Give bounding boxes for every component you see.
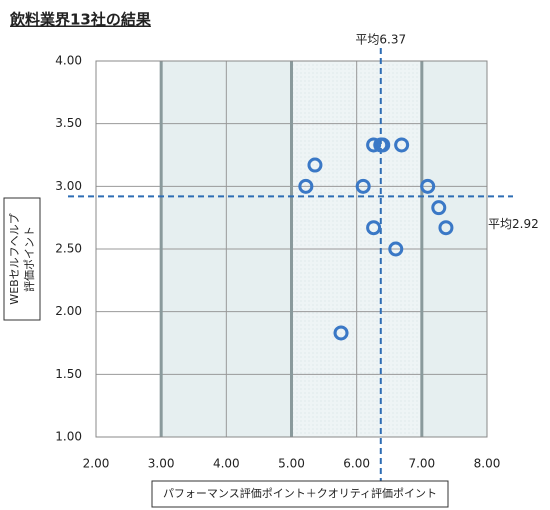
mean-label: 平均6.37 xyxy=(355,33,406,47)
y-tick-label: 3.00 xyxy=(55,179,82,193)
point xyxy=(298,178,314,194)
y-tick-label: 4.00 xyxy=(55,54,82,68)
x-tick-label: 7.00 xyxy=(408,457,435,471)
chart-title: 飲料業界13社の結果 xyxy=(9,11,152,29)
plot-border xyxy=(95,60,488,438)
x-label-box xyxy=(151,480,449,508)
point xyxy=(420,178,436,194)
point xyxy=(431,200,447,216)
point xyxy=(375,137,391,153)
y-tick-label: 2.50 xyxy=(55,242,82,256)
point xyxy=(438,220,454,236)
x-tick-label: 4.00 xyxy=(213,457,240,471)
point xyxy=(394,137,410,153)
point xyxy=(366,220,382,236)
x-tick-label: 5.00 xyxy=(278,457,305,471)
x-axis-label: パフォーマンス評価ポイント＋クオリティ評価ポイント xyxy=(163,486,437,500)
y-tick-label: 1.50 xyxy=(55,367,82,381)
point xyxy=(307,157,323,173)
x-tick-label: 6.00 xyxy=(343,457,370,471)
point xyxy=(355,178,371,194)
point xyxy=(388,241,404,257)
y-label-box xyxy=(3,197,41,321)
y-tick-label: 2.00 xyxy=(55,304,82,318)
y-tick-label: 3.50 xyxy=(55,116,82,130)
x-tick-label: 3.00 xyxy=(148,457,175,471)
mean-label: 平均2.92 xyxy=(488,217,539,231)
plot: 1.00 1.50 2.00 2.50 3.00 3.50 4.00 2.00 3.00 4.00… xyxy=(55,33,539,500)
y-tick-label: 1.00 xyxy=(55,430,82,444)
y-axis-label: WEBセルフヘルプ xyxy=(8,213,21,304)
x-tick-label: 8.00 xyxy=(474,457,501,471)
x-tick-label: 2.00 xyxy=(83,457,110,471)
y-axis-label: 評価ポイント xyxy=(22,226,36,292)
point xyxy=(366,137,382,153)
point xyxy=(333,325,349,341)
